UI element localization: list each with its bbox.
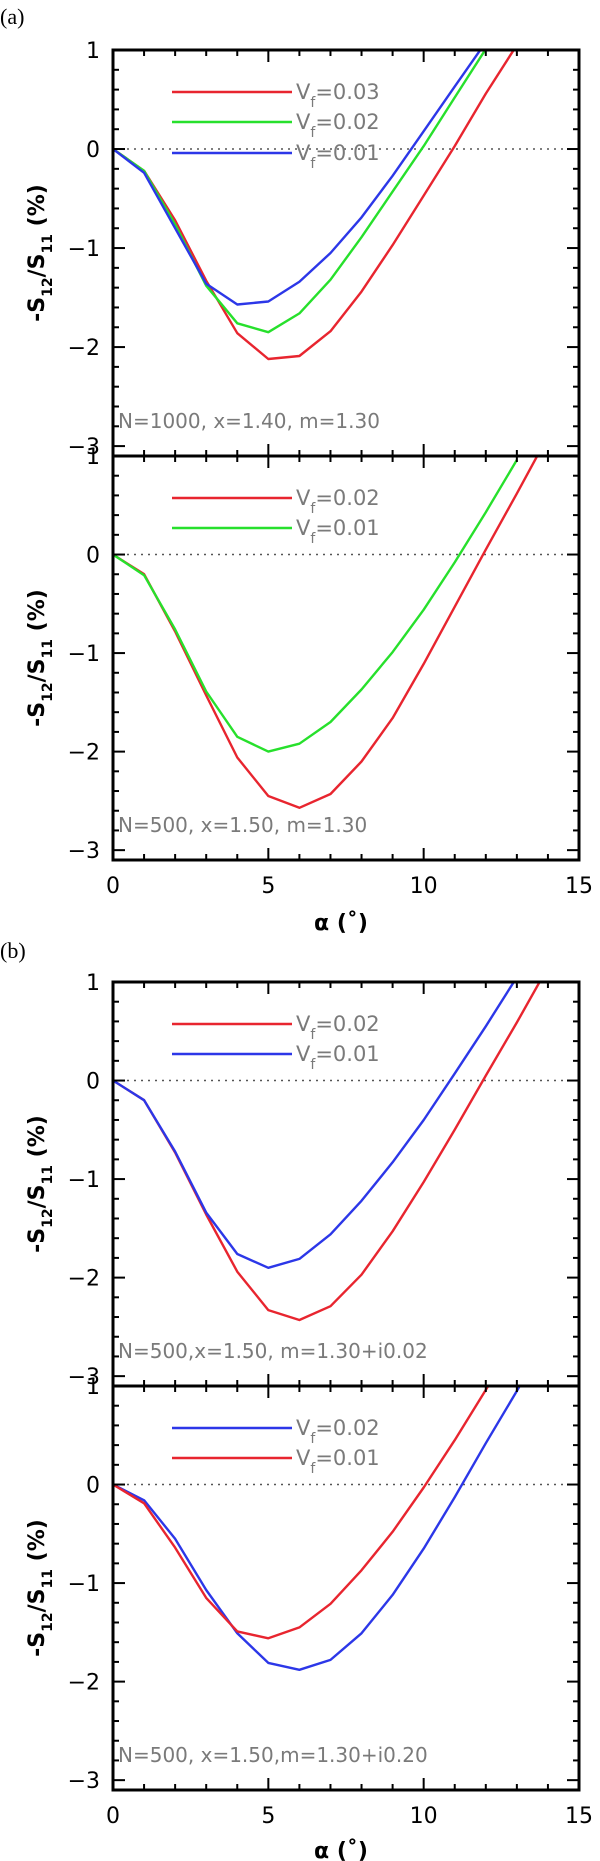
- y-tick-label: 1: [86, 971, 100, 996]
- x-axis-title: α (˚): [314, 1839, 368, 1861]
- y-axis-title: -S12/S11 (%): [25, 589, 56, 727]
- x-tick-label: 15: [565, 874, 593, 899]
- y-tick-label: −2: [68, 741, 100, 766]
- series-group: [113, 982, 541, 1322]
- legend-label: Vf=0.02: [296, 110, 380, 141]
- y-tick-label: −1: [68, 237, 100, 262]
- tick-marks: [112, 455, 580, 860]
- panel-annotation: N=500, x=1.50, m=1.30: [118, 813, 367, 837]
- panel-1: −3 −2 −1 0 1 -S12/S11 (%) Vf=0.03Vf=0.02Vf=0.0…: [25, 39, 581, 460]
- panel-annotation: N=500, x=1.50,m=1.30+i0.20: [118, 1743, 428, 1767]
- plot-frame: [111, 1384, 581, 1792]
- tick-marks: [112, 49, 580, 456]
- y-axis-title: -S12/S11 (%): [25, 184, 56, 322]
- y-tick-label: 1: [86, 445, 100, 470]
- legend-label: Vf=0.02: [296, 1416, 380, 1447]
- series-line-vf-0-01: [113, 50, 482, 306]
- legend-label: Vf=0.01: [296, 1446, 380, 1477]
- y-tick-label: 0: [86, 1070, 100, 1095]
- legend-label: Vf=0.01: [296, 141, 380, 172]
- y-tick-label: 0: [86, 544, 100, 569]
- x-tick-label: 10: [410, 874, 438, 899]
- series-line-vf-0-02: [113, 50, 487, 334]
- series-group: [113, 456, 539, 809]
- y-tick-label: −3: [68, 839, 100, 864]
- x-tick-label: 5: [261, 1804, 275, 1829]
- y-tick-label: −2: [68, 336, 100, 361]
- y-tick-label: 1: [86, 1375, 100, 1400]
- y-tick-label: −1: [68, 642, 100, 667]
- y-axis-title: -S12/S11 (%): [25, 1115, 56, 1253]
- x-tick-label: 0: [106, 874, 120, 899]
- x-tick-label: 5: [261, 874, 275, 899]
- series-line-vf-0-01: [113, 982, 516, 1270]
- y-axis-title: -S12/S11 (%): [25, 1519, 56, 1657]
- series-group: [113, 1386, 522, 1672]
- series-line-vf-0-01: [113, 1386, 490, 1640]
- y-tick-label: 0: [86, 138, 100, 163]
- legend-label: Vf=0.02: [296, 486, 380, 517]
- x-tick-label: 15: [565, 1804, 593, 1829]
- x-axis-title: α (˚): [314, 911, 368, 936]
- series-line-vf-0-01: [113, 459, 518, 753]
- y-tick-label: −1: [68, 1168, 100, 1193]
- y-tick-label: −3: [68, 435, 100, 460]
- y-tick-label: −2: [68, 1671, 100, 1696]
- y-tick-label: 1: [86, 39, 100, 64]
- x-tick-label: 0: [106, 1804, 120, 1829]
- plot-frame: [111, 454, 581, 862]
- y-tick-label: −1: [68, 1572, 100, 1597]
- y-tick-label: 0: [86, 1474, 100, 1499]
- series-line-vf-0-03: [113, 50, 516, 361]
- legend-label: Vf=0.01: [296, 1042, 380, 1073]
- tick-marks: [112, 1385, 580, 1790]
- legend-label: Vf=0.03: [296, 80, 380, 111]
- series-line-vf-0-02: [113, 1386, 522, 1672]
- x-tick-label: 10: [410, 1804, 438, 1829]
- series-group: [113, 50, 516, 361]
- legend-label: Vf=0.01: [296, 516, 380, 547]
- y-tick-label: −3: [68, 1769, 100, 1794]
- panel-annotation: N=1000, x=1.40, m=1.30: [118, 409, 380, 433]
- part-label-b: (b): [0, 938, 26, 963]
- y-tick-label: −2: [68, 1267, 100, 1292]
- panel-annotation: N=500,x=1.50, m=1.30+i0.02: [118, 1339, 428, 1363]
- part-label-a: (a): [0, 4, 24, 29]
- y-tick-label: −3: [68, 1365, 100, 1390]
- legend-label: Vf=0.02: [296, 1012, 380, 1043]
